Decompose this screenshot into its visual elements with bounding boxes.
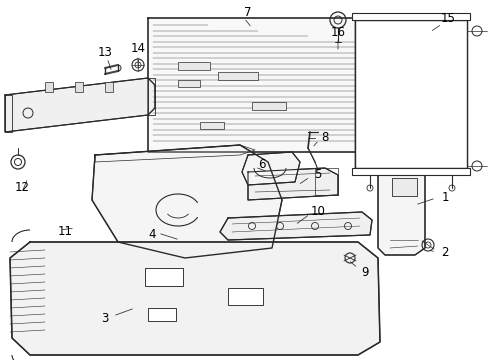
Polygon shape — [247, 168, 337, 200]
Bar — [218, 72, 258, 80]
Text: 1: 1 — [440, 192, 448, 204]
Text: 16: 16 — [330, 26, 345, 39]
Polygon shape — [5, 78, 155, 132]
Text: 8: 8 — [321, 131, 328, 144]
Bar — [391, 178, 416, 196]
Text: 15: 15 — [440, 12, 454, 24]
Bar — [178, 62, 209, 70]
Text: 13: 13 — [98, 45, 112, 58]
Text: 10: 10 — [310, 206, 325, 219]
Polygon shape — [220, 212, 371, 240]
Bar — [148, 308, 176, 321]
Polygon shape — [377, 156, 424, 255]
Text: 7: 7 — [244, 5, 251, 18]
Polygon shape — [242, 152, 299, 185]
Bar — [75, 82, 83, 92]
Bar — [227, 288, 263, 305]
Text: 2: 2 — [440, 246, 448, 258]
Bar — [354, 20, 466, 168]
Text: 12: 12 — [15, 181, 29, 194]
Polygon shape — [148, 18, 374, 152]
Bar — [251, 102, 285, 110]
Polygon shape — [354, 20, 466, 168]
Bar — [200, 122, 224, 129]
Text: 6: 6 — [258, 158, 265, 171]
Bar — [145, 268, 183, 286]
Text: 14: 14 — [130, 41, 145, 54]
Polygon shape — [92, 145, 282, 258]
Text: 4: 4 — [148, 229, 156, 242]
Text: 3: 3 — [101, 311, 108, 324]
Text: 5: 5 — [314, 168, 321, 181]
Bar — [351, 13, 469, 20]
Bar — [45, 82, 53, 92]
Polygon shape — [10, 242, 379, 355]
Bar — [178, 80, 200, 87]
Text: 11: 11 — [58, 225, 72, 238]
Bar — [351, 168, 469, 175]
Text: 9: 9 — [361, 265, 368, 279]
Bar — [105, 82, 113, 92]
